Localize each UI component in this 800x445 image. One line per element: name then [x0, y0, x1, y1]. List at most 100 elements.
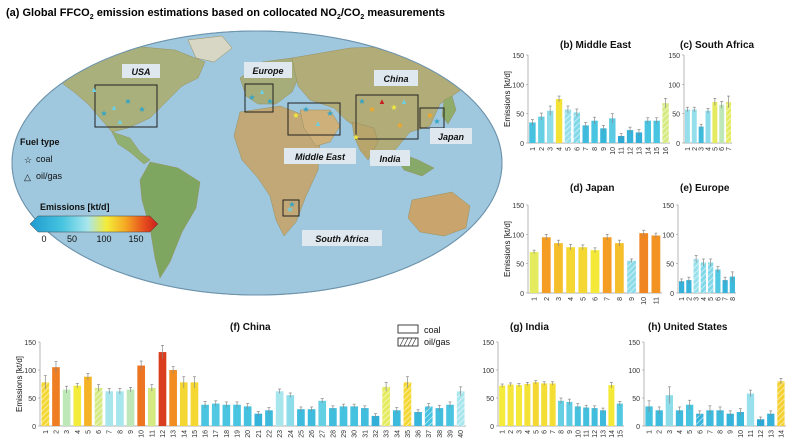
svg-text:▲: ▲ [116, 117, 124, 126]
x-tick-label: 6 [542, 430, 549, 434]
y-tick-label: 100 [668, 82, 680, 89]
x-tick-label: 35 [405, 430, 412, 438]
chart-title: (e) Europe [680, 183, 730, 194]
bar [499, 385, 506, 426]
bar [222, 404, 231, 426]
bar [84, 376, 92, 426]
bar [626, 130, 634, 143]
bar [599, 410, 607, 426]
region-label-europe: Europe [252, 66, 283, 76]
x-tick-label: 26 [309, 430, 316, 438]
x-tick-label: 8 [117, 430, 124, 434]
x-tick-label: 6 [715, 297, 722, 301]
bar [651, 235, 661, 293]
region-boxes [94, 83, 445, 217]
svg-text:▲: ▲ [314, 119, 322, 128]
x-tick-label: 11 [653, 297, 660, 304]
bar-hatch [700, 262, 706, 293]
bar [532, 382, 539, 426]
bar [566, 401, 573, 426]
x-tick-label: 16 [203, 430, 210, 438]
svg-text:▲: ▲ [258, 87, 266, 96]
x-tick-label: 27 [320, 430, 327, 438]
svg-text:★: ★ [248, 93, 255, 102]
y-tick-label: 100 [628, 368, 640, 375]
usa-box [94, 84, 158, 128]
bar-hatch [94, 387, 103, 426]
legend-label-coal: coal [424, 325, 441, 335]
figure-title: (a) Global FFCO2 emission estimations ba… [6, 7, 445, 21]
bar [515, 385, 523, 426]
bar [756, 419, 765, 426]
x-tick-label: 9 [728, 430, 735, 434]
x-tick-label: 7 [550, 430, 557, 434]
x-tick-label: 3 [556, 297, 563, 301]
bar [286, 395, 295, 426]
chart-title: (d) Japan [570, 183, 614, 194]
y-tick-label: 50 [632, 396, 640, 403]
x-tick-label: 6 [697, 430, 704, 434]
x-tick-label: 1 [647, 430, 654, 434]
x-tick-label: 5 [533, 430, 540, 434]
x-tick-label: 3 [548, 147, 555, 151]
x-tick-label: 8 [718, 430, 725, 434]
x-tick-label: 15 [654, 147, 661, 155]
world-map: ★ ▲ ★ ★ ▲ ▲ ★ ▲ ★ ★ ★ ▲ ★ ★ ★ ▲ ★ ▲ ★ ★ … [11, 30, 503, 296]
bar [158, 352, 167, 426]
bar [243, 406, 252, 426]
bar [712, 101, 718, 143]
x-tick-label: 7 [723, 297, 730, 301]
x-tick-label: 3 [694, 297, 701, 301]
bar [574, 406, 581, 426]
x-tick-label: 7 [707, 430, 714, 434]
y-tick-label: 100 [482, 368, 494, 375]
region-label-usa: USA [131, 67, 150, 77]
bar [190, 382, 199, 426]
y-tick-label: 0 [670, 291, 674, 298]
x-tick-label: 33 [384, 430, 391, 438]
bar [608, 385, 615, 426]
svg-text:▲: ▲ [378, 97, 386, 106]
legend-label-oilgas: oil/gas [424, 337, 451, 347]
x-tick-label: 6 [96, 430, 103, 434]
bar-hatch [693, 258, 699, 293]
middle-east-box [287, 102, 341, 136]
x-tick-label: 2 [686, 297, 693, 301]
x-tick-label: 4 [701, 297, 708, 301]
fuel-legend-coal: coal [36, 154, 53, 164]
bar-hatch [424, 406, 433, 426]
region-label-middle-east: Middle East [295, 152, 346, 162]
x-tick-label: 11 [748, 430, 755, 437]
landmass-greenland [187, 35, 233, 63]
y-tick-label: 150 [662, 203, 674, 210]
x-tick-label: 23 [277, 430, 284, 438]
x-tick-label: 11 [149, 430, 156, 437]
x-tick-label: 10 [139, 430, 146, 438]
region-label-india: India [379, 154, 400, 164]
svg-text:★: ★ [302, 105, 309, 114]
bar [767, 413, 775, 426]
bar [179, 382, 188, 426]
x-tick-label: 9 [601, 147, 608, 151]
chart-c: (c) South Africa 0 50 100 150 1 2 3 4 5 6 7 [668, 40, 754, 151]
x-tick-label: 16 [663, 147, 670, 155]
bar [275, 391, 284, 426]
landmass-arabia [299, 109, 341, 147]
bar [644, 120, 652, 143]
bar [52, 367, 60, 426]
x-tick-label: 5 [687, 430, 694, 434]
x-tick-label: 8 [592, 147, 599, 151]
bar [698, 126, 704, 143]
x-tick-label: 12 [758, 430, 765, 438]
chart-title: (b) Middle East [560, 40, 632, 51]
bar-hatch [726, 101, 732, 143]
y-tick-label: 0 [676, 141, 680, 148]
bar [582, 125, 589, 143]
x-tick-label: 14 [645, 147, 652, 155]
svg-text:★: ★ [124, 97, 131, 106]
bar-hatch [573, 112, 581, 143]
x-tick-label: 3 [64, 430, 71, 434]
x-tick-label: 5 [708, 297, 715, 301]
colorbar-title: Emissions [kt/d] [40, 202, 110, 212]
